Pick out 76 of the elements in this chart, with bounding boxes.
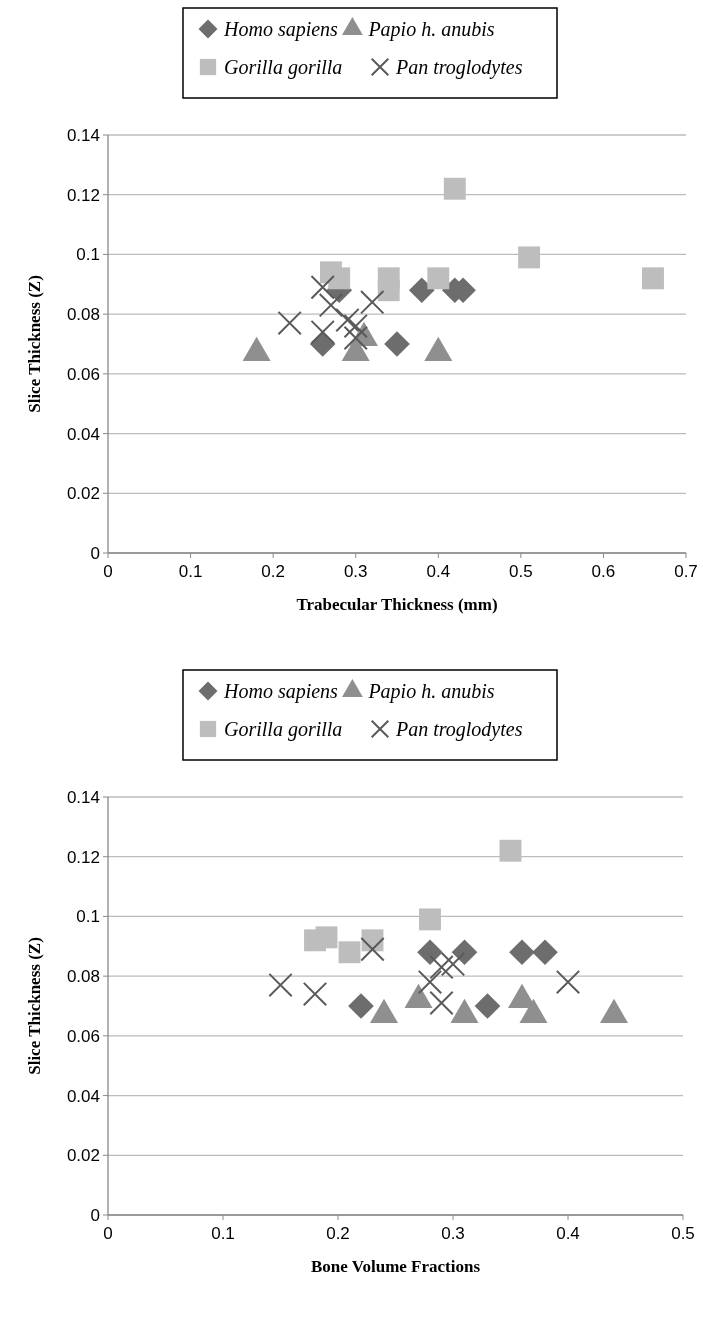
point: [335, 307, 360, 333]
y-tick-label: 0.06: [66, 1026, 100, 1046]
legend-label: Homo sapiens: [223, 680, 339, 703]
x-tick-label: 0.5: [509, 562, 533, 581]
x-tick-label: 0: [103, 1224, 113, 1243]
point: [642, 267, 664, 290]
point: [318, 292, 344, 318]
point: [302, 981, 328, 1007]
x-tick-label: 0.6: [591, 562, 616, 581]
point: [499, 839, 522, 862]
point: [429, 990, 454, 1016]
point: [348, 993, 374, 1019]
point: [518, 246, 541, 269]
point: [427, 267, 450, 290]
y-axis-title: Slice Thickness (Z): [25, 275, 44, 413]
point: [268, 972, 293, 998]
point: [315, 926, 338, 949]
point: [343, 325, 368, 351]
point: [440, 951, 466, 977]
y-tick-label: 0.04: [66, 424, 100, 444]
point: [451, 939, 478, 966]
y-tick-label: 0.02: [66, 484, 100, 504]
point: [555, 969, 581, 995]
point: [384, 331, 410, 357]
point: [360, 937, 385, 962]
y-tick-label: 0.1: [76, 245, 100, 265]
y-tick-label: 0.08: [66, 305, 100, 325]
legend-label: Pan troglodytes: [395, 56, 523, 79]
y-tick-label: 0.12: [66, 185, 100, 205]
x-tick-label: 0.5: [671, 1224, 695, 1243]
point: [532, 939, 558, 966]
point: [328, 267, 351, 290]
legend-label: Papio h. anubis: [367, 680, 495, 703]
legend-label: Gorilla gorilla: [224, 56, 343, 79]
x-tick-label: 0.1: [211, 1224, 235, 1243]
point: [310, 275, 335, 300]
y-tick-label: 0.12: [66, 847, 100, 867]
y-tick-label: 0.02: [66, 1146, 100, 1166]
x-axis-title: Bone Volume Fractions: [310, 1257, 481, 1276]
x-tick-label: 0: [103, 562, 113, 581]
point: [343, 313, 368, 339]
x-tick-label: 0.2: [261, 562, 285, 581]
y-tick-label: 0.04: [66, 1086, 100, 1106]
point: [377, 279, 400, 302]
point: [429, 954, 454, 980]
point: [474, 993, 501, 1019]
y-tick-label: 0.08: [66, 967, 100, 987]
point: [417, 939, 443, 966]
y-tick-label: 0: [90, 543, 100, 563]
point: [360, 289, 385, 315]
x-tick-label: 0.4: [556, 1224, 580, 1243]
x-tick-label: 0.3: [441, 1224, 465, 1243]
legend-label: Homo sapiens: [223, 18, 339, 41]
point: [277, 310, 302, 336]
point: [408, 277, 435, 304]
point: [509, 939, 535, 966]
x-tick-label: 0.7: [674, 562, 698, 581]
legend-label: Papio h. anubis: [367, 18, 495, 41]
x-tick-label: 0.3: [343, 562, 368, 581]
point: [310, 319, 335, 345]
x-tick-label: 0.2: [326, 1224, 350, 1243]
legend-label: Gorilla gorilla: [224, 718, 343, 741]
y-tick-label: 0: [90, 1205, 100, 1225]
point: [338, 941, 361, 964]
point: [419, 908, 441, 931]
y-tick-label: 0.14: [66, 787, 100, 807]
y-axis-title: Slice Thickness (Z): [25, 937, 44, 1075]
point: [417, 969, 443, 995]
x-tick-label: 0.1: [178, 562, 203, 581]
x-tick-label: 0.4: [426, 562, 451, 581]
y-tick-label: 0.14: [66, 125, 100, 145]
point: [443, 177, 466, 200]
x-axis-title: Trabecular Thickness (mm): [296, 595, 498, 614]
y-tick-label: 0.06: [66, 364, 100, 384]
y-tick-label: 0.1: [76, 907, 100, 927]
legend-label: Pan troglodytes: [395, 718, 523, 741]
